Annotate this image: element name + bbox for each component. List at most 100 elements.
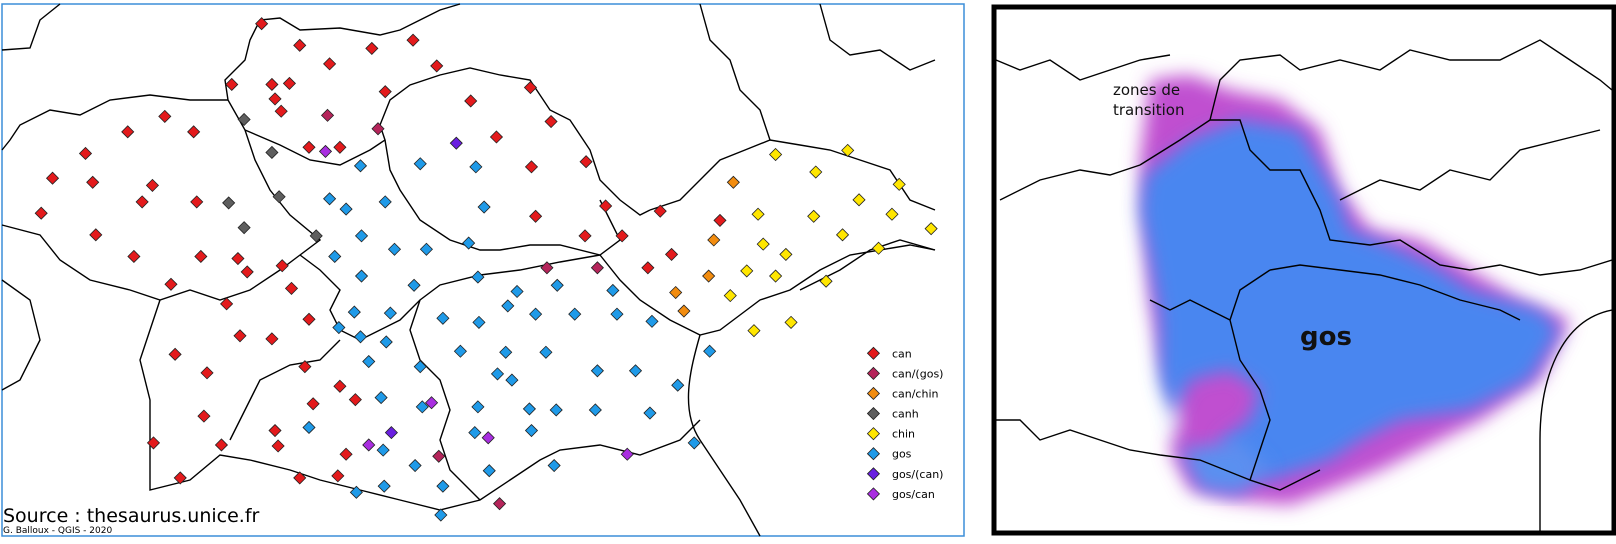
point-marker [339,202,353,216]
point-marker [413,360,427,374]
point-marker [841,143,855,157]
point-marker [499,345,513,359]
point-marker [318,144,333,158]
point-marker [866,487,881,501]
point-marker [306,397,320,411]
point-marker [702,269,716,283]
legend-label: gos/can [892,488,935,501]
point-marker [378,195,392,209]
point-marker [407,278,421,292]
point-marker [419,242,433,256]
point-marker [371,122,385,136]
point-marker [298,360,312,374]
point-marker [523,80,538,95]
point-marker [529,209,543,223]
point-marker [819,274,833,288]
legend-label: gos/(can) [892,468,944,481]
point-marker [365,41,379,55]
point-marker [348,393,362,407]
gos-label: gos [1300,322,1352,352]
point-marker [200,366,214,380]
point-marker [135,195,149,209]
point-marker [272,190,286,204]
point-marker [669,285,683,300]
point-marker [769,269,783,283]
point-marker [354,229,369,243]
point-marker [320,108,335,122]
point-marker [194,249,208,264]
point-marker [449,136,463,150]
point-marker [769,147,783,162]
point-marker [453,344,467,358]
point-marker [468,426,482,440]
legend-label: canh [892,408,919,421]
left-frame [1,3,965,537]
point-marker [645,314,659,328]
point-marker [268,423,282,438]
point-marker [726,175,740,189]
point-marker [323,57,337,71]
point-marker [436,311,450,325]
point-marker [323,192,337,206]
region-borders [1,3,936,537]
point-marker [723,289,737,303]
point-marker [121,125,135,139]
point-marker [707,233,721,247]
point-marker [274,104,288,118]
point-marker [225,77,239,92]
point-marker [265,332,279,346]
point-marker [610,307,624,321]
point-marker [809,165,823,179]
legend-label: chin [892,428,915,441]
point-marker [872,241,886,255]
point-marker [481,431,495,445]
point-marker [86,175,100,189]
point-marker [471,270,485,284]
legend-label: can/(gos) [892,367,944,380]
point-marker [687,436,701,450]
legend-label: can [892,347,912,360]
gos-zone-south [1180,440,1270,495]
point-marker [302,140,316,154]
point-marker [408,458,422,473]
point-marker [309,229,323,243]
point-marker [34,206,48,220]
point-marker [190,195,204,209]
point-marker [240,265,254,279]
point-marker [362,354,376,369]
point-marker [482,464,496,478]
point-marker [740,264,754,278]
point-marker [376,443,390,457]
point-marker [524,160,539,174]
point-marker [331,469,345,483]
point-marker [703,344,717,358]
point-marker [588,403,602,417]
point-marker [469,160,483,174]
point-marker [282,76,296,90]
point-marker [590,261,604,275]
point-marker [302,420,316,435]
credit: G. Balloux - QGIS - 2020 [3,526,113,536]
point-marker [671,378,685,392]
legend-label: can/chin [892,387,939,400]
point-marker [197,409,211,423]
point-marker [852,193,866,207]
point-marker [677,304,691,318]
point-marker [779,247,793,261]
point-marker [472,315,486,329]
point-marker [641,261,655,275]
point-marker [187,125,201,139]
legend: can can/(gos) can/chin canh chin gos gos/(can)… [866,346,944,501]
transition-label: zones de transition [1113,81,1185,119]
point-marker [333,140,347,154]
point-marker [349,485,363,499]
point-marker [89,228,103,242]
point-marker [434,508,448,522]
point-marker [924,222,938,236]
point-marker [477,200,491,214]
point-marker [599,199,613,213]
point-marker [214,438,229,452]
point-marker [415,400,429,414]
point-marker [379,335,393,349]
